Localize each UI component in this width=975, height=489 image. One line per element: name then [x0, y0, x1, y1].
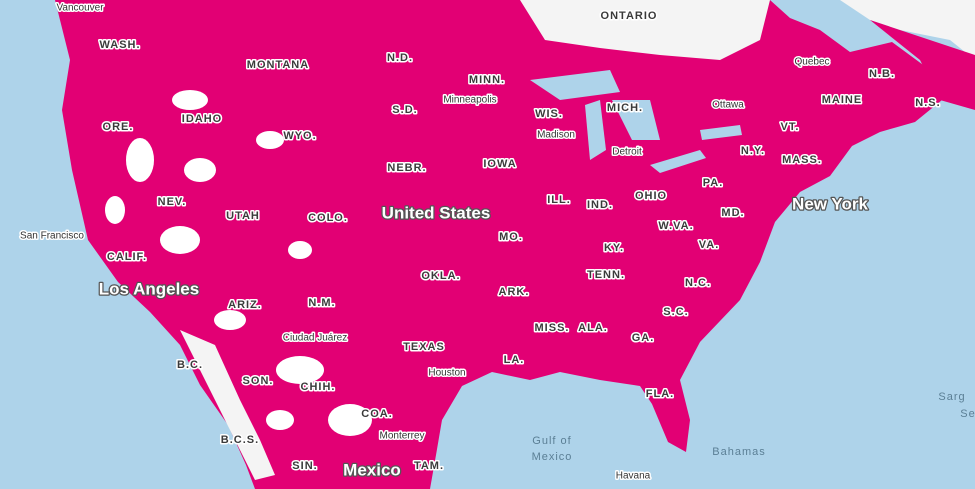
region-label: OKLA. — [421, 270, 460, 282]
region-label: ILL. — [547, 194, 571, 206]
city-label: Houston — [428, 368, 465, 379]
lake-michigan — [585, 100, 606, 160]
region-label: N.C. — [685, 277, 711, 289]
region-label: TENN. — [587, 269, 625, 281]
region-label: CALIF. — [107, 251, 147, 263]
region-label: S.D. — [392, 104, 417, 116]
labels: WASH. MONTANA N.D. MINN. S.D. WIS. MICH. ORE. ID… — [19, 1, 975, 483]
region-label: WYO. — [283, 130, 316, 142]
region-label: W.VA. — [658, 220, 693, 232]
region-label: ALA. — [578, 322, 608, 334]
patch — [172, 90, 208, 110]
city-label: Detroit — [612, 147, 642, 158]
region-label: SON. — [243, 375, 274, 387]
city-label: Havana — [616, 471, 651, 482]
region-label: MICH. — [607, 102, 643, 114]
major-label: New York — [792, 194, 868, 213]
region-label: COLO. — [308, 212, 348, 224]
patch — [105, 196, 125, 224]
water-label: Bahamas — [712, 446, 765, 458]
region-label: WIS. — [535, 108, 563, 120]
city-label: Vancouver — [56, 3, 104, 14]
region-label: ARIZ. — [228, 299, 262, 311]
lake-erie — [650, 150, 706, 173]
region-label: MONTANA — [247, 59, 309, 71]
region-label: IND. — [587, 199, 613, 211]
patch — [126, 138, 154, 182]
patch — [214, 310, 246, 330]
water-label: Mexico — [532, 451, 573, 463]
major-label: Los Angeles — [99, 279, 199, 298]
region-label: TEXAS — [403, 341, 445, 353]
patch — [256, 131, 284, 149]
region-label: MD. — [721, 207, 744, 219]
region-label: S.C. — [663, 306, 688, 318]
city-label: Monterrey — [379, 431, 424, 442]
region-label: N.Y. — [741, 145, 765, 157]
region-label: MINN. — [469, 74, 505, 86]
city-label: Ottawa — [712, 100, 744, 111]
city-label: San Francisco — [20, 231, 84, 242]
patch — [328, 404, 372, 436]
major-label: United States — [382, 203, 491, 222]
patch — [266, 410, 294, 430]
region-label: ORE. — [103, 121, 134, 133]
region-label: MAINE — [822, 94, 862, 106]
region-label: NEV. — [158, 196, 187, 208]
region-label: N.B. — [869, 68, 895, 80]
region-label: VA. — [699, 239, 720, 251]
region-label: NEBR. — [387, 162, 426, 174]
no-coverage-patches — [105, 90, 372, 436]
region-label: VT. — [781, 121, 800, 133]
no-coverage — [180, 330, 275, 480]
region-label: MO. — [499, 231, 523, 243]
region-label: IDAHO — [182, 113, 222, 125]
city-label: Ciudad Juárez — [283, 333, 347, 344]
region-label: COA. — [361, 408, 393, 420]
water-label: Gulf of — [532, 435, 571, 447]
water-label: Sarg — [938, 391, 965, 403]
region-label: N.D. — [387, 52, 413, 64]
lake-ontario — [700, 125, 742, 140]
region-label: N.S. — [915, 97, 940, 109]
region-label: B.C. — [177, 359, 203, 371]
patch — [288, 241, 312, 259]
city-label: Quebec — [794, 57, 829, 68]
region-label: GA. — [632, 332, 655, 344]
region-label: ARK. — [499, 286, 530, 298]
region-label: IOWA — [483, 158, 516, 170]
no-coverage — [840, 0, 975, 60]
lake-huron — [612, 100, 660, 140]
region-label: MASS. — [782, 154, 822, 166]
lake-superior — [530, 70, 620, 100]
coverage-area — [870, 20, 975, 110]
region-label: FLA. — [646, 388, 674, 400]
region-label: WASH. — [99, 39, 140, 51]
region-label: LA. — [504, 354, 525, 366]
no-coverage — [520, 0, 770, 60]
land-coverage — [55, 0, 975, 489]
region-label: ONTARIO — [601, 10, 658, 22]
patch — [160, 226, 200, 254]
region-label: SIN. — [292, 460, 317, 472]
region-label: TAM. — [414, 460, 444, 472]
region-label: CHIH. — [301, 381, 336, 393]
great-lakes — [530, 70, 742, 173]
city-label: Madison — [537, 130, 575, 141]
region-label: UTAH — [226, 210, 260, 222]
city-label: Minneapolis — [443, 95, 496, 106]
region-label: PA. — [703, 177, 724, 189]
patch — [276, 356, 324, 384]
region-label: OHIO — [635, 190, 667, 202]
patch — [184, 158, 216, 182]
major-label: Mexico — [343, 460, 401, 479]
region-label: B.C.S. — [221, 434, 259, 446]
region-label: MISS. — [535, 322, 570, 334]
region-label: N.M. — [308, 297, 335, 309]
water-label: Se — [960, 408, 975, 420]
region-label: KY. — [604, 242, 624, 254]
